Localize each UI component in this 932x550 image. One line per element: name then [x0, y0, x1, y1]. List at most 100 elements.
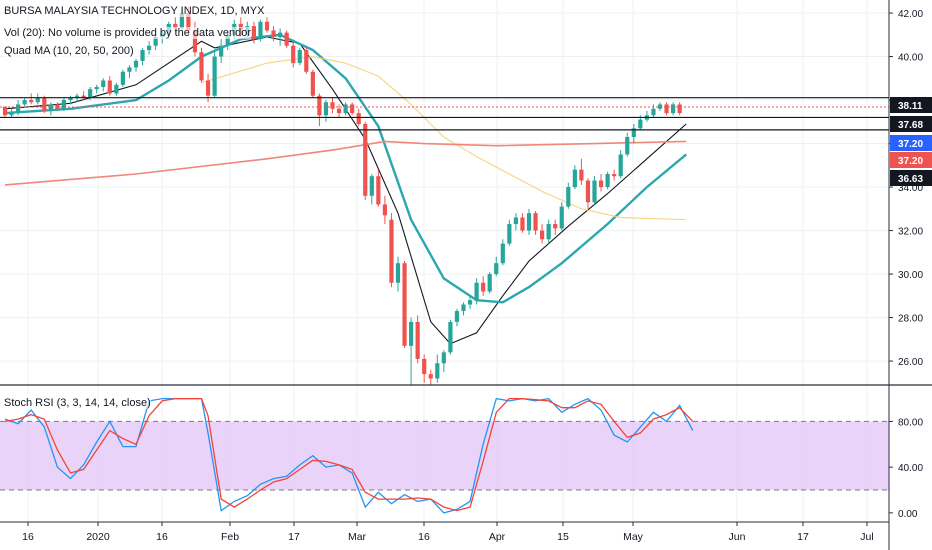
candle-body: [566, 187, 571, 207]
candlestick: [297, 47, 302, 66]
stoch-rsi-layer: [4, 397, 694, 514]
price-tag-box: [890, 97, 932, 113]
price-tick-label: 30.00: [898, 270, 923, 281]
candle-body: [81, 95, 86, 98]
candle-body: [61, 100, 67, 109]
candle-body: [467, 300, 473, 305]
candlestick: [566, 182, 571, 209]
time-tick-label: Apr: [489, 531, 506, 543]
candle-body: [572, 169, 577, 188]
price-tag-box: [890, 170, 932, 186]
candle-body: [68, 97, 73, 101]
candlestick: [22, 97, 27, 107]
candle-body: [291, 45, 296, 64]
candlestick: [258, 19, 263, 42]
candle-body: [153, 36, 158, 46]
chart-title: BURSA MALAYSIA TECHNOLOGY INDEX, 1D, MYX: [4, 5, 265, 17]
candlestick: [481, 276, 486, 296]
candle-body: [107, 80, 112, 94]
candle-body: [225, 34, 230, 46]
candlestick: [448, 319, 453, 355]
candlestick: [336, 104, 342, 118]
time-tick-label: May: [623, 531, 644, 543]
candle-body: [356, 113, 361, 124]
candle-body: [35, 97, 40, 103]
candle-body: [343, 104, 348, 114]
candlestick: [376, 169, 381, 207]
candle-body: [585, 180, 591, 203]
candlestick: [526, 208, 532, 235]
candle-body: [304, 50, 309, 72]
candle-body: [487, 274, 492, 292]
candle-body: [651, 108, 656, 116]
candle-body: [664, 104, 669, 114]
candle-body: [507, 224, 512, 244]
candlestick: [382, 195, 387, 225]
candle-body: [428, 374, 433, 379]
candle-body: [350, 104, 355, 114]
candle-body: [533, 213, 538, 231]
candlestick: [61, 97, 67, 111]
candlestick: [219, 39, 224, 64]
candlestick: [585, 178, 591, 209]
candle-body: [317, 95, 322, 116]
candle-body: [310, 71, 315, 96]
candlestick: [540, 224, 545, 244]
candlestick: [428, 369, 433, 385]
candle-body: [179, 13, 184, 29]
candle-body: [127, 67, 132, 72]
candlestick: [212, 52, 217, 98]
candlestick: [612, 169, 617, 181]
price-tag: 36.63: [890, 170, 932, 186]
candlestick: [16, 100, 21, 116]
candle-body: [74, 95, 80, 98]
candlestick: [605, 171, 610, 190]
candle-body: [598, 180, 604, 188]
candlestick: [127, 65, 132, 79]
candle-body: [140, 50, 145, 61]
candle-body: [461, 304, 466, 312]
candlestick: [507, 219, 512, 246]
time-tick-label: 16: [156, 531, 168, 543]
candle-body: [422, 358, 427, 375]
price-tick-label: 42.00: [898, 9, 923, 20]
candle-body: [101, 80, 106, 88]
candlestick: [625, 132, 630, 157]
candle-body: [474, 282, 479, 301]
candlestick: [533, 210, 538, 235]
candlestick: [199, 47, 204, 83]
candle-body: [29, 100, 34, 103]
price-tag-box: [890, 116, 932, 132]
time-tick-label: 17: [797, 531, 809, 543]
candlestick: [133, 58, 139, 72]
candle-body: [264, 21, 270, 31]
candlestick: [651, 104, 656, 118]
candle-body: [677, 104, 682, 114]
stoch-rsi-band: [0, 421, 889, 490]
candlestick: [35, 93, 40, 105]
candle-body: [402, 263, 407, 346]
candlestick: [402, 261, 407, 349]
candlestick: [114, 82, 119, 96]
candlestick: [29, 93, 34, 105]
price-axis-background: [889, 0, 932, 550]
price-tag: 37.20: [890, 135, 932, 151]
candle-body: [2, 106, 8, 116]
candlestick: [500, 239, 505, 266]
candlestick: [389, 213, 394, 288]
candle-body: [435, 363, 440, 379]
candle-body: [284, 32, 289, 46]
candlestick: [409, 317, 414, 385]
candle-body: [546, 224, 551, 240]
candlestick: [415, 315, 420, 364]
candlestick: [284, 30, 289, 48]
candle-body: [605, 174, 610, 188]
candlestick: [618, 150, 623, 179]
candle-body: [500, 243, 505, 264]
candle-body: [88, 89, 93, 98]
candle-body: [330, 102, 335, 109]
candle-body: [592, 180, 597, 203]
candlestick: [291, 41, 296, 68]
time-tick-label: Jul: [860, 531, 873, 543]
candlestick: [310, 69, 315, 98]
